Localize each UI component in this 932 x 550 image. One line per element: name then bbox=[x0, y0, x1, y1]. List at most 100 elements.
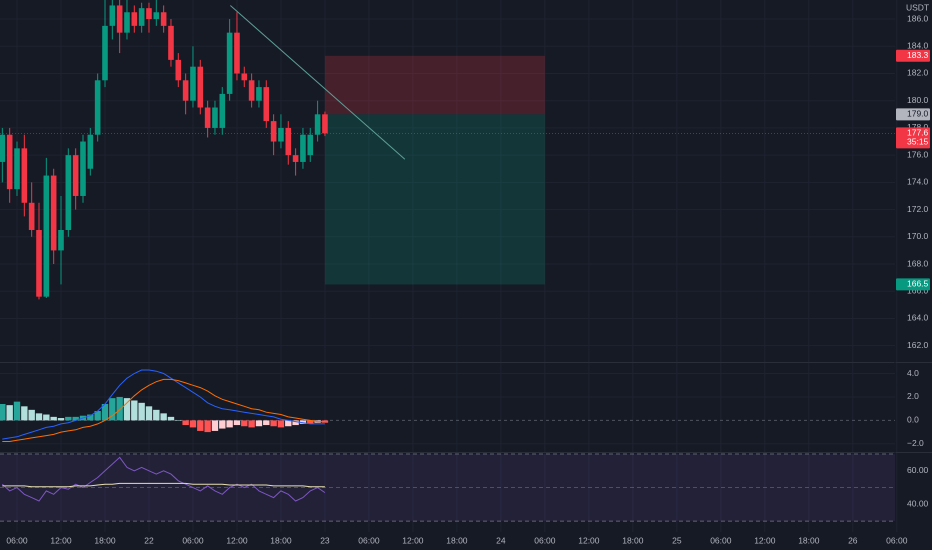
stop-zone bbox=[324, 55, 545, 115]
y-tick-label: 182.0 bbox=[907, 68, 929, 78]
histogram-bar bbox=[138, 402, 145, 421]
histogram-bar bbox=[116, 396, 123, 421]
histogram-bar bbox=[182, 420, 189, 426]
histogram-bar bbox=[50, 416, 57, 421]
stop-price-box bbox=[896, 49, 930, 62]
histogram-bar bbox=[123, 398, 131, 421]
candle-body bbox=[278, 127, 284, 142]
x-tick-label: 24 bbox=[496, 535, 506, 545]
y-tick-label: 170.0 bbox=[907, 231, 929, 241]
indicator-line bbox=[2, 369, 325, 440]
candle-body bbox=[146, 8, 152, 20]
y-tick-label: 164.0 bbox=[907, 313, 929, 323]
x-tick-label: 18:00 bbox=[798, 535, 820, 545]
histogram-bar bbox=[57, 418, 65, 421]
histogram-bar bbox=[101, 403, 109, 421]
target-price-label: 166.5 bbox=[907, 279, 929, 289]
histogram-bar bbox=[167, 416, 175, 421]
x-tick-label: 18:00 bbox=[446, 535, 468, 545]
candle-body bbox=[109, 5, 116, 26]
candle-body bbox=[234, 32, 240, 74]
candle-body bbox=[160, 12, 167, 26]
target-price-box bbox=[896, 278, 930, 291]
candle-body bbox=[36, 229, 42, 297]
indicator-line bbox=[2, 482, 325, 488]
y-tick-label: 162.0 bbox=[907, 340, 929, 350]
x-tick-label: 06:00 bbox=[6, 535, 28, 545]
candle-body bbox=[307, 134, 314, 156]
candle-body bbox=[263, 87, 270, 122]
candle-body bbox=[80, 141, 86, 196]
candle-body bbox=[131, 12, 138, 26]
y-tick-label: 174.0 bbox=[907, 177, 929, 187]
histogram-bar bbox=[109, 398, 116, 421]
x-tick-label: 26 bbox=[848, 535, 858, 545]
histogram-bar bbox=[35, 413, 43, 421]
histogram-bar bbox=[21, 406, 28, 421]
candle-body bbox=[124, 12, 130, 33]
histogram-bar bbox=[285, 420, 292, 427]
countdown-label: 35:15 bbox=[907, 137, 929, 147]
candle-body bbox=[248, 80, 255, 101]
x-tick-label: 06:00 bbox=[358, 535, 380, 545]
x-tick-label: 22 bbox=[144, 535, 154, 545]
histogram-bar bbox=[263, 420, 270, 426]
candle-body bbox=[72, 155, 79, 196]
y-tick-label: 40.00 bbox=[907, 499, 929, 509]
candle-body bbox=[300, 134, 306, 162]
histogram-bar bbox=[72, 416, 79, 421]
candle-body bbox=[197, 66, 204, 108]
histogram-bar bbox=[160, 413, 167, 421]
candle-body bbox=[270, 121, 277, 142]
histogram-bar bbox=[145, 406, 153, 421]
candle-body bbox=[102, 25, 108, 81]
entry-price-box bbox=[896, 108, 930, 121]
x-tick-label: 12:00 bbox=[578, 535, 600, 545]
candle-body bbox=[256, 87, 262, 101]
target-zone bbox=[324, 114, 545, 285]
x-tick-label: 23 bbox=[320, 535, 330, 545]
x-tick-label: 18:00 bbox=[94, 535, 116, 545]
candle-body bbox=[58, 229, 64, 251]
stop-price-label: 183.3 bbox=[907, 50, 929, 60]
y-tick-label: 180.0 bbox=[907, 95, 929, 105]
candle-body bbox=[292, 155, 299, 162]
x-tick-label: 12:00 bbox=[50, 535, 72, 545]
x-tick-label: 12:00 bbox=[754, 535, 776, 545]
candle-body bbox=[0, 134, 6, 162]
y-tick-label: 172.0 bbox=[907, 204, 929, 214]
candle-body bbox=[153, 12, 160, 20]
candle-body bbox=[43, 175, 50, 297]
candle-body bbox=[28, 202, 35, 230]
histogram-bar bbox=[65, 416, 72, 421]
candle-body bbox=[212, 107, 218, 128]
histogram-bar bbox=[28, 409, 35, 421]
candle-body bbox=[175, 59, 182, 81]
candle-body bbox=[138, 8, 145, 26]
candle-body bbox=[6, 134, 13, 190]
x-tick-label: 06:00 bbox=[710, 535, 732, 545]
trendline bbox=[230, 5, 406, 160]
candle-body bbox=[94, 80, 101, 135]
histogram-bar bbox=[204, 420, 211, 433]
currency-label: USDT bbox=[906, 2, 929, 12]
candle-body bbox=[21, 148, 28, 203]
histogram-bar bbox=[321, 420, 329, 423]
candle-body bbox=[241, 73, 248, 81]
histogram-bar bbox=[270, 420, 277, 427]
current-price-label: 177.6 bbox=[907, 128, 929, 138]
indicator-line bbox=[1, 456, 326, 502]
x-tick-label: 06:00 bbox=[886, 535, 908, 545]
candle-body bbox=[87, 134, 94, 169]
y-tick-label: 60.00 bbox=[907, 465, 929, 475]
y-tick-label: 176.0 bbox=[907, 149, 929, 159]
y-tick-label: −2.0 bbox=[907, 438, 924, 448]
histogram-bar bbox=[197, 420, 204, 431]
histogram-bar bbox=[299, 420, 307, 424]
candle-body bbox=[182, 80, 189, 101]
y-tick-label: 168.0 bbox=[907, 258, 929, 268]
histogram-bar bbox=[87, 414, 94, 421]
candle-body bbox=[285, 127, 292, 156]
histogram-bar bbox=[6, 405, 13, 421]
